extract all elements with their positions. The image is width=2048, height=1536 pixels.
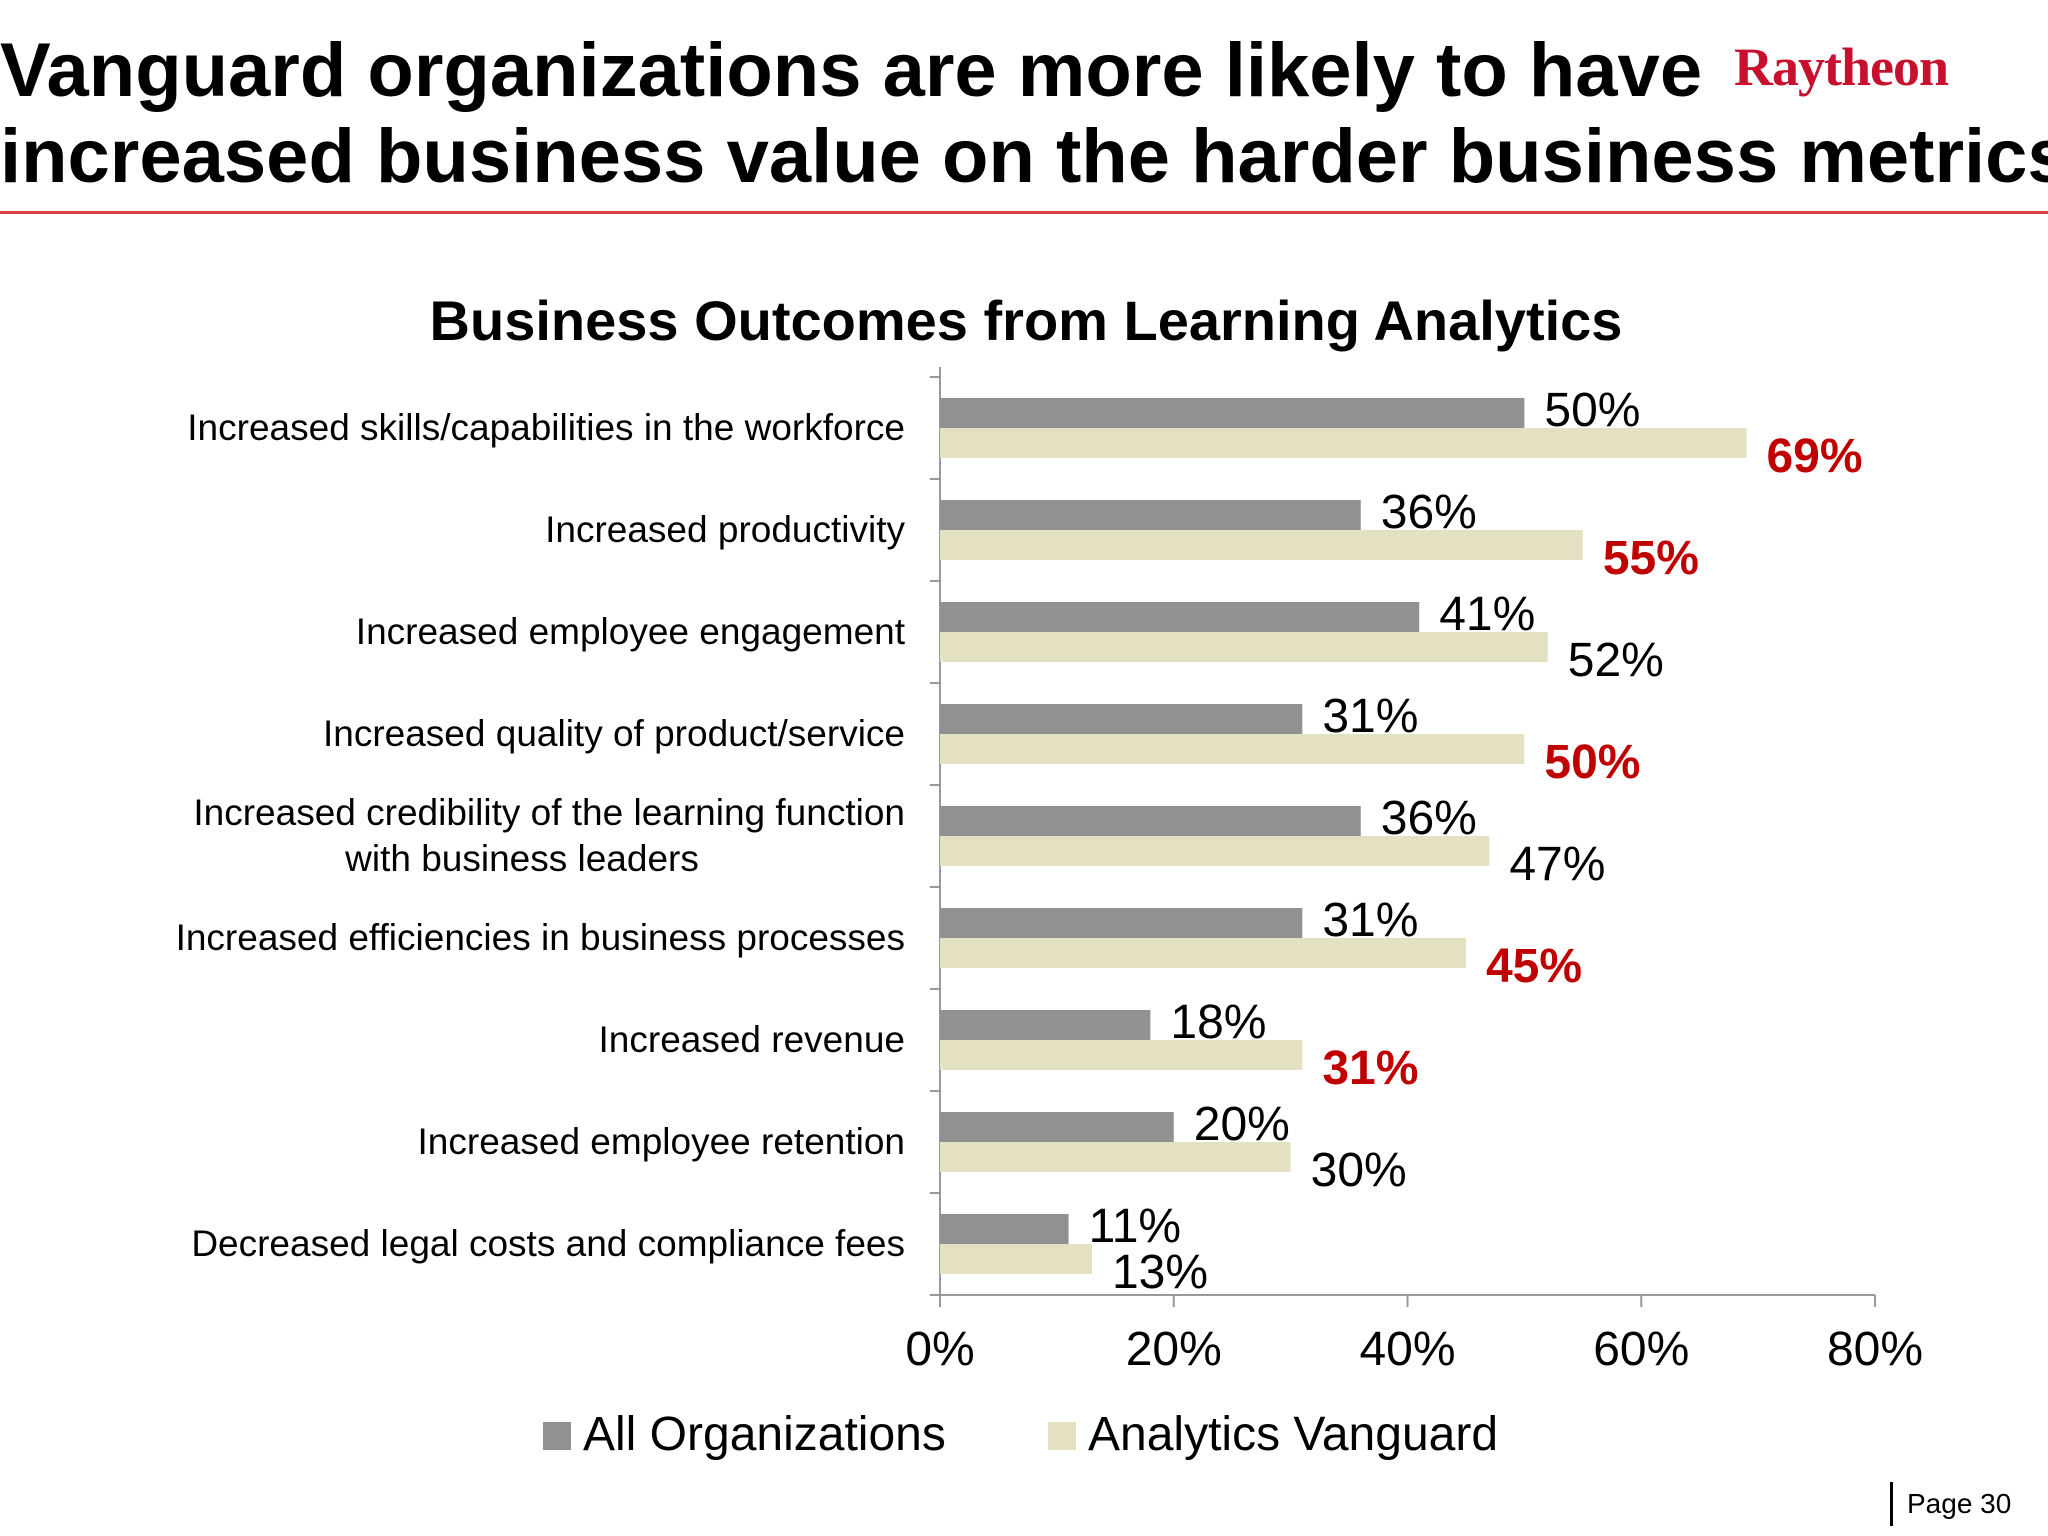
bar-analytics-vanguard <box>940 1040 1303 1070</box>
data-label-analytics-vanguard: 50% <box>1544 736 1640 789</box>
bar-all-organizations <box>940 704 1303 734</box>
data-label-all-organizations: 31% <box>1322 894 1418 947</box>
bar-analytics-vanguard <box>940 428 1747 458</box>
bar-all-organizations <box>940 1112 1174 1142</box>
title-divider <box>0 211 2048 214</box>
bar-all-organizations <box>940 500 1361 530</box>
data-label-all-organizations: 31% <box>1322 690 1418 743</box>
data-label-all-organizations: 36% <box>1381 792 1477 845</box>
x-tick-label: 80% <box>1827 1323 1923 1376</box>
bar-analytics-vanguard <box>940 938 1466 968</box>
category-label: Increased employee engagement <box>356 611 906 652</box>
category-label: Increased skills/capabilities in the wor… <box>187 407 905 448</box>
data-label-all-organizations: 50% <box>1544 384 1640 437</box>
data-label-analytics-vanguard: 45% <box>1486 940 1582 993</box>
bar-analytics-vanguard <box>940 1244 1092 1274</box>
legend-swatch-analytics-vanguard <box>1048 1422 1076 1450</box>
category-label: Decreased legal costs and compliance fee… <box>191 1223 905 1264</box>
data-label-all-organizations: 11% <box>1089 1200 1182 1253</box>
page-number: Page 30 <box>1890 1482 2011 1526</box>
category-label: Increased credibility of the learning fu… <box>193 792 905 833</box>
slide-title-line-1: Vanguard organizations are more likely t… <box>0 28 1703 113</box>
x-tick-label: 0% <box>905 1323 974 1376</box>
bar-analytics-vanguard <box>940 632 1548 662</box>
data-label-all-organizations: 36% <box>1381 486 1477 539</box>
bar-all-organizations <box>940 602 1420 632</box>
data-label-analytics-vanguard: 47% <box>1509 838 1605 891</box>
x-tick-label: 60% <box>1593 1323 1689 1376</box>
bar-all-organizations <box>940 806 1361 836</box>
bar-analytics-vanguard <box>940 836 1490 866</box>
data-label-analytics-vanguard: 30% <box>1311 1144 1407 1197</box>
data-label-analytics-vanguard: 52% <box>1568 634 1664 687</box>
bar-analytics-vanguard <box>940 530 1583 560</box>
category-label: Increased productivity <box>545 509 905 550</box>
category-label: Increased employee retention <box>418 1121 905 1162</box>
data-label-analytics-vanguard: 69% <box>1766 430 1862 483</box>
bar-all-organizations <box>940 398 1525 428</box>
chart-title: Business Outcomes from Learning Analytic… <box>430 289 1623 352</box>
data-label-analytics-vanguard: 13% <box>1112 1246 1208 1299</box>
x-tick-label: 40% <box>1359 1323 1455 1376</box>
category-label: Increased quality of product/service <box>323 713 905 754</box>
category-label: Increased efficiencies in business proce… <box>176 917 905 958</box>
data-label-all-organizations: 41% <box>1439 588 1535 641</box>
legend-swatch-all-organizations <box>543 1422 571 1450</box>
category-label: with business leaders <box>344 838 699 879</box>
bar-all-organizations <box>940 1010 1151 1040</box>
slide-title: Vanguard organizations are more likely t… <box>0 28 2048 200</box>
category-label: Increased revenue <box>599 1019 905 1060</box>
bar-all-organizations <box>940 1214 1069 1244</box>
data-label-analytics-vanguard: 31% <box>1322 1042 1418 1095</box>
data-label-all-organizations: 20% <box>1194 1098 1290 1151</box>
legend-label-analytics-vanguard: Analytics Vanguard <box>1088 1408 1498 1461</box>
legend-label-all-organizations: All Organizations <box>583 1408 946 1461</box>
bar-analytics-vanguard <box>940 734 1525 764</box>
x-tick-label: 20% <box>1126 1323 1222 1376</box>
business-outcomes-chart: Business Outcomes from Learning Analytic… <box>176 289 1923 1461</box>
bar-all-organizations <box>940 908 1303 938</box>
bar-analytics-vanguard <box>940 1142 1291 1172</box>
raytheon-logo: Raytheon <box>1734 37 1949 97</box>
data-label-all-organizations: 18% <box>1170 996 1266 1049</box>
data-label-analytics-vanguard: 55% <box>1603 532 1699 585</box>
slide-title-line-2: increased business value on the harder b… <box>0 114 2048 199</box>
